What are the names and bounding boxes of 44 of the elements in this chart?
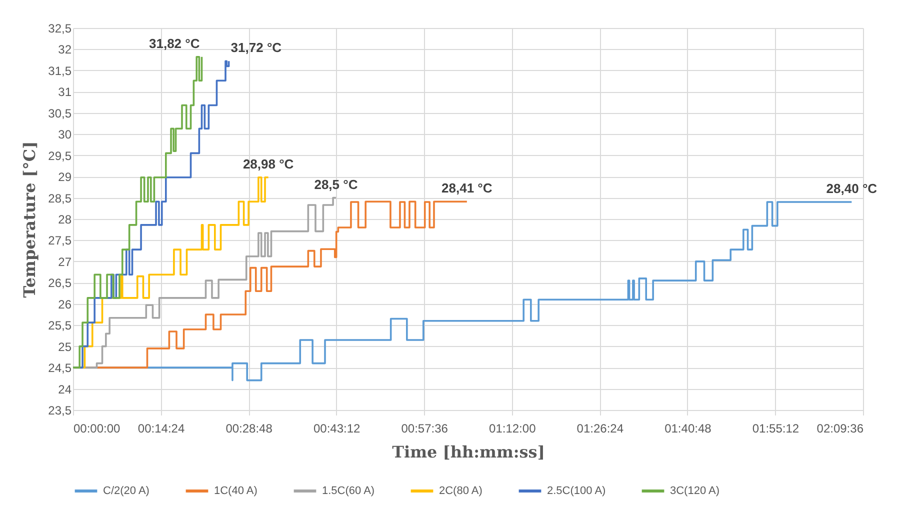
y-tick-label: 26 [58, 297, 72, 312]
x-tick-label: 01:12:00 [489, 422, 536, 436]
y-tick-label: 25,5 [48, 318, 72, 333]
y-tick-label: 26,5 [48, 276, 72, 290]
annotation: 28,41 °C [442, 180, 493, 196]
y-tick-label: 24,5 [48, 361, 72, 376]
x-tick-label: 02:09:36 [816, 422, 864, 436]
y-tick-label: 27 [58, 254, 72, 269]
annotation: 31,72 °C [230, 40, 282, 56]
y-tick-label: 30,5 [48, 106, 72, 120]
line-series [73, 56, 203, 368]
y-tick-label: 25 [58, 340, 72, 354]
y-tick-label: 27,5 [48, 234, 72, 248]
y-tick-label: 28,5 [48, 191, 72, 206]
y-tick-label: 31 [58, 85, 72, 100]
y-tick-label: 28 [58, 212, 72, 226]
legend-label: 2.5C(100 A) [547, 485, 606, 497]
annotation: 28,40 °C [826, 181, 878, 196]
x-tick-label: 01:55:12 [752, 422, 800, 436]
x-tick-label: 00:57:36 [401, 422, 448, 436]
x-tick-label: 01:26:24 [576, 422, 624, 436]
y-tick-label: 24 [58, 382, 72, 396]
annotation: 28,5 °C [314, 176, 358, 192]
x-axis-title: Time [hh:mm:ss] [392, 442, 545, 462]
annotation: 28,98 °C [242, 156, 294, 172]
y-tick-label: 29,5 [48, 148, 72, 163]
y-tick-label: 32 [58, 42, 72, 57]
legend-label: 1C(40 A) [214, 485, 258, 497]
x-tick-label: 00:43:12 [313, 422, 361, 436]
y-axis-title: Temperature [°C] [20, 141, 40, 298]
y-tick-label: 32,5 [48, 22, 72, 36]
y-tick-label: 30 [58, 128, 72, 142]
legend-label: 2C(80 A) [439, 485, 482, 497]
x-tick-label: 00:28:48 [226, 422, 273, 436]
annotation: 31,82 °C [149, 36, 200, 51]
legend-label: 3C(120 A) [670, 485, 720, 497]
y-tick-label: 23,5 [48, 404, 72, 418]
y-tick-label: 31,5 [48, 64, 72, 78]
y-tick-label: 29 [58, 170, 72, 184]
x-tick-label: 00:14:24 [138, 422, 185, 436]
x-tick-label: 00:00:00 [74, 422, 121, 436]
legend-label: 1.5C(60 A) [322, 485, 375, 497]
legend-label: C/2(20 A) [103, 485, 150, 497]
x-tick-label: 01:40:48 [664, 422, 712, 436]
